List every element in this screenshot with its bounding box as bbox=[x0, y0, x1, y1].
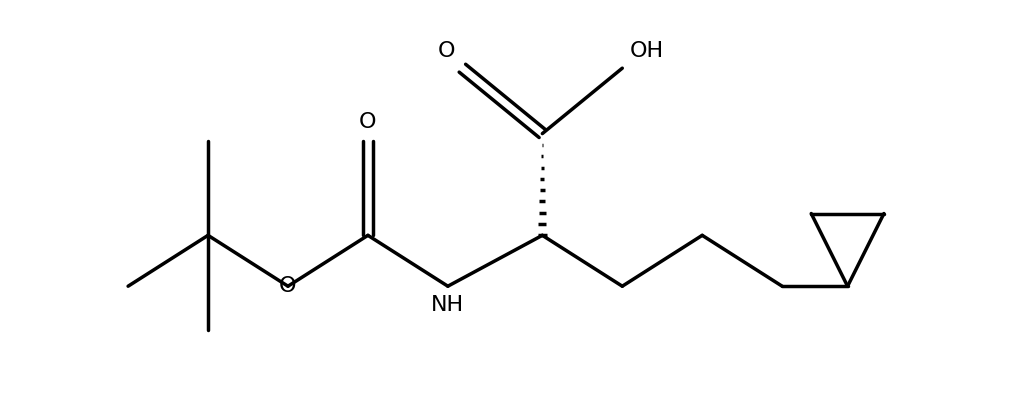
Text: OH: OH bbox=[629, 41, 663, 61]
Text: O: O bbox=[359, 112, 376, 132]
Text: O: O bbox=[437, 41, 455, 61]
Text: NH: NH bbox=[431, 295, 464, 315]
Text: O: O bbox=[279, 276, 296, 296]
